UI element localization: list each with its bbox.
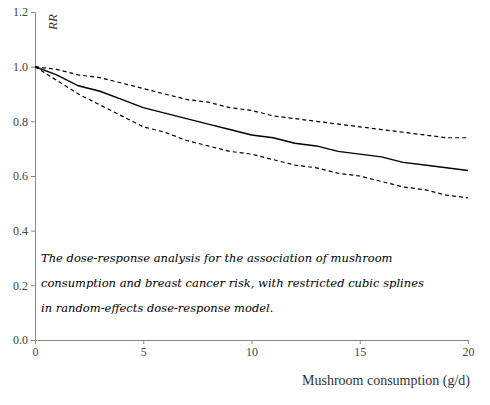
y-axis-line: [31, 13, 36, 341]
y-axis-title: RR: [45, 14, 60, 31]
y-tick-mark: [31, 285, 35, 286]
x-tick-label: 5: [141, 345, 147, 359]
y-tick-mark: [31, 231, 35, 232]
x-tick: 0: [33, 340, 39, 359]
y-tick-label: 0.2: [13, 279, 28, 293]
x-tick-label: 10: [246, 345, 258, 359]
x-tick-mark: [252, 340, 253, 344]
x-tick-label: 20: [463, 345, 475, 359]
annotation: The dose-response analysis for the assoc…: [41, 251, 424, 315]
annotation-line: consumption and breast cancer risk, with…: [41, 276, 424, 290]
y-tick: 0.4: [13, 224, 35, 238]
annotation-line: in random-effects dose-response model.: [41, 301, 273, 315]
x-tick-mark: [143, 340, 144, 344]
ci-line: [35, 67, 468, 138]
y-tick: 0.8: [13, 115, 35, 129]
x-tick: 5: [141, 340, 147, 359]
y-tick-mark: [31, 176, 35, 177]
x-tick-mark: [468, 340, 469, 344]
chart: 0 5 10 15 20 0.0 0.2 0.4 0.6 0.8 1.0 1.2 Mushroom co…: [0, 0, 490, 405]
y-tick-label: 0.4: [13, 224, 28, 238]
y-tick-mark: [31, 12, 35, 13]
y-tick: 0.0: [13, 333, 35, 347]
x-axis-line: [36, 341, 469, 345]
annotation-line: The dose-response analysis for the assoc…: [41, 251, 393, 265]
series-group: [35, 67, 468, 198]
y-tick: 0.6: [13, 169, 35, 183]
x-tick-mark: [360, 340, 361, 344]
y-tick-mark: [31, 340, 35, 341]
y-tick-label: 1.0: [13, 60, 28, 74]
x-tick: 15: [354, 340, 366, 359]
y-axis: 0.0 0.2 0.4 0.6 0.8 1.0 1.2: [13, 5, 36, 347]
ci-line: [35, 67, 468, 198]
x-axis-title: Mushroom consumption (g/d): [302, 373, 470, 389]
x-tick: 10: [246, 340, 258, 359]
y-tick: 0.2: [13, 279, 35, 293]
x-axis: 0 5 10 15 20: [33, 340, 475, 359]
y-tick-mark: [31, 67, 35, 68]
y-tick-label: 0.0: [13, 333, 28, 347]
y-tick: 1.0: [13, 60, 35, 74]
y-tick-label: 1.2: [13, 5, 28, 19]
y-tick-label: 0.6: [13, 169, 28, 183]
x-tick: 20: [463, 340, 475, 359]
y-tick-label: 0.8: [13, 115, 28, 129]
y-tick: 1.2: [13, 5, 35, 19]
plot: 0 5 10 15 20 0.0 0.2 0.4 0.6 0.8 1.0 1.2: [13, 5, 475, 358]
x-tick-label: 0: [33, 345, 39, 359]
y-tick-mark: [31, 121, 35, 122]
rr-line: [35, 67, 468, 171]
x-tick-label: 15: [354, 345, 366, 359]
